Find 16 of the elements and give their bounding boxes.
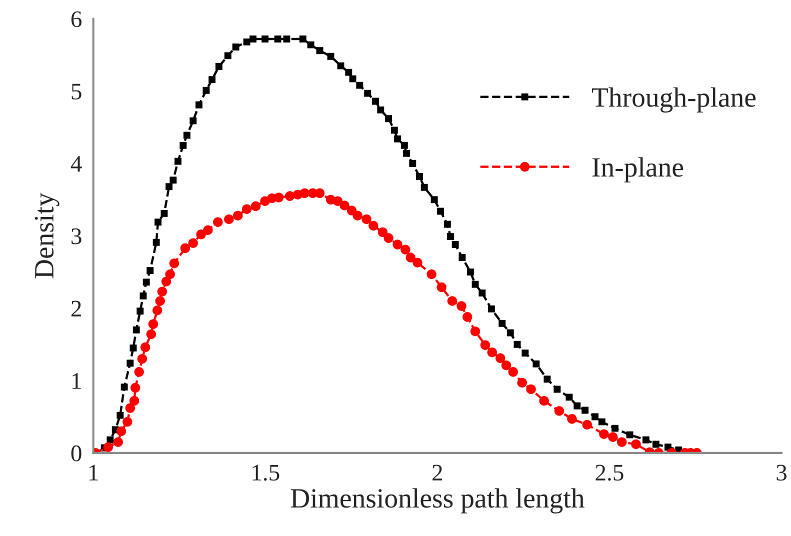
x-tick-label: 1 bbox=[90, 464, 98, 480]
x-tick-label: 1.5 bbox=[252, 464, 280, 481]
x-tick-label: 2 bbox=[432, 464, 442, 480]
x-tick-label: 2.5 bbox=[596, 464, 624, 481]
legend-label: In-plane bbox=[592, 157, 684, 182]
x-axis-title: Dimensionless path length bbox=[290, 488, 584, 514]
y-axis-title: Density bbox=[34, 192, 60, 278]
legend-label: Through-plane bbox=[592, 87, 756, 113]
y-tick-label: 5 bbox=[72, 84, 82, 100]
y-tick-label: 4 bbox=[70, 156, 82, 172]
y-tick-label: 2 bbox=[71, 300, 81, 316]
y-tick-label: 1 bbox=[72, 373, 81, 389]
y-tick-label: 6 bbox=[71, 11, 82, 28]
x-tick-label: 3 bbox=[776, 464, 786, 481]
y-tick-label: 0 bbox=[71, 445, 82, 462]
y-tick-label: 3 bbox=[72, 228, 82, 244]
